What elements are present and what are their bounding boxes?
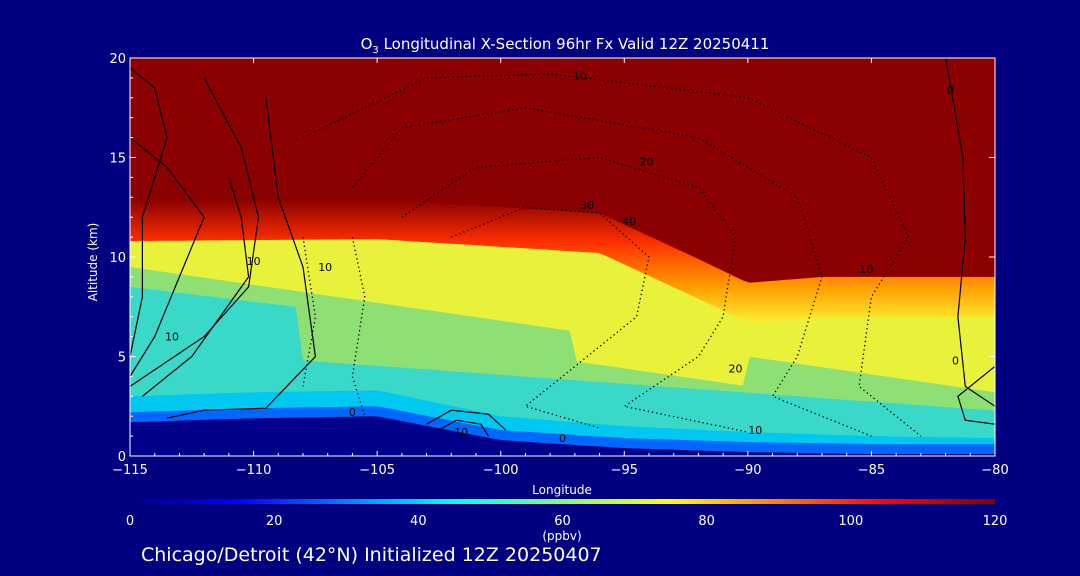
colorbar-tick-label: 120 [983, 514, 1008, 529]
x-tick-label: −85 [858, 463, 885, 478]
x-tick-label: −115 [112, 463, 148, 478]
contour-label: 20 [640, 156, 654, 169]
contour-line [302, 236, 317, 387]
plot-area: 10 10 0 10 0 10 10 20 30 40 10 20 10 0 0 [130, 58, 995, 456]
x-tick-label: −105 [359, 463, 395, 478]
y-tick-label: 10 [109, 251, 126, 266]
tropopause-transition-fill [130, 199, 995, 323]
y-tick-label: 20 [109, 52, 126, 67]
contour-label: 20 [729, 362, 743, 375]
x-tick-label: −90 [734, 463, 761, 478]
colorbar [130, 499, 995, 504]
x-tick-label: −110 [236, 463, 272, 478]
contour-labels: 10 10 0 10 0 10 10 20 30 40 10 20 10 0 0 [165, 70, 959, 445]
contour-label: 10 [165, 331, 179, 344]
y-tick-label: 15 [109, 152, 126, 167]
x-tick-label: −95 [611, 463, 638, 478]
terrain-mask [130, 416, 995, 456]
contour-line [438, 419, 489, 437]
x-tick-label: −80 [981, 463, 1008, 478]
contour-label: 30 [580, 199, 594, 212]
colorbar-ticks: 0 20 40 60 80 100 120 [126, 514, 1008, 529]
contour-line [401, 156, 749, 433]
colorbar-tick-label: 0 [126, 514, 134, 529]
contour-lines [130, 58, 995, 437]
surface-fill [130, 406, 995, 454]
x-tick-label: −100 [483, 463, 519, 478]
footer-caption: Chicago/Detroit (42°N) Initialized 12Z 2… [141, 544, 602, 566]
y-axis-label: Altitude (km) [86, 223, 100, 302]
contour-label: 10 [247, 255, 261, 268]
y-axis-ticks: 0 5 10 15 20 [109, 52, 995, 465]
contour-line [945, 58, 995, 407]
contour-label: 0 [559, 432, 566, 445]
contour-line [142, 177, 250, 397]
x-axis-ticks: −115 −110 −105 −100 −95 −90 −85 −80 [112, 58, 1009, 478]
contour-label: 10 [860, 263, 874, 276]
contour-line [957, 365, 995, 425]
y-tick-label: 5 [118, 351, 126, 366]
y-tick-label: 0 [118, 450, 126, 465]
contour-line [130, 137, 205, 377]
contour-line [130, 67, 168, 357]
colorbar-unit: (ppbv) [542, 529, 581, 543]
chart-title-subscript: 3 [372, 45, 378, 56]
contour-label: 10 [454, 426, 468, 439]
chart-title-rest: Longitudinal X-Section 96hr Fx Valid 12Z… [379, 35, 770, 53]
contour-label: 10 [748, 424, 762, 437]
contour-line [166, 97, 317, 419]
contour-label: 40 [622, 215, 636, 228]
chart-title-prefix: O [361, 35, 373, 53]
colorbar-tick-label: 40 [410, 514, 427, 529]
ozone-fill-layers [130, 58, 995, 456]
colorbar-tick-label: 60 [554, 514, 571, 529]
colorbar-tick-label: 20 [266, 514, 283, 529]
contour-line [426, 409, 507, 431]
contour-label: 10 [573, 70, 587, 83]
boundary-layer-fill [130, 390, 995, 454]
contour-label: 10 [318, 261, 332, 274]
contour-label: 0 [952, 355, 959, 368]
contour-line [351, 236, 366, 417]
contour-label: 0 [947, 84, 954, 97]
colorbar-tick-label: 100 [838, 514, 863, 529]
colorbar-tick-label: 80 [698, 514, 715, 529]
chart-title: O3 Longitudinal X-Section 96hr Fx Valid … [361, 35, 770, 56]
contour-label: 0 [349, 406, 356, 419]
contour-line [130, 77, 260, 387]
x-axis-label: Longitude [532, 483, 592, 497]
